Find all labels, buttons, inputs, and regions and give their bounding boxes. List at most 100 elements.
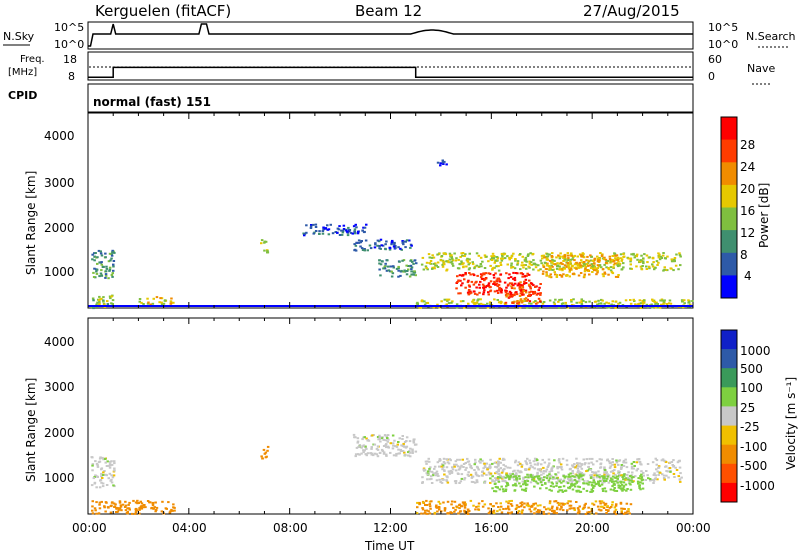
power-cell <box>612 263 616 266</box>
velocity-cell <box>550 481 554 484</box>
power-cell <box>499 261 502 264</box>
power-cell <box>643 253 646 256</box>
power-cell <box>441 263 444 266</box>
power-cell <box>630 253 633 256</box>
velocity-cell <box>430 470 434 473</box>
power-cell <box>559 252 562 255</box>
velocity-cell <box>142 504 145 507</box>
velocity-cell <box>591 471 594 473</box>
velocity-cell <box>395 445 399 448</box>
velocity-cell <box>375 447 379 450</box>
power-cell <box>518 285 522 288</box>
velocity-cell <box>616 479 619 482</box>
power-cell <box>569 267 573 270</box>
velocity-cell <box>625 466 629 469</box>
velocity-cell <box>100 475 103 478</box>
power-cell <box>659 299 662 302</box>
velocity-cell <box>626 510 629 513</box>
nsky-left-tick-bottom: 10^0 <box>54 38 84 51</box>
nave-label: Nave <box>747 62 775 75</box>
power-cell <box>593 257 596 260</box>
velocity-cell <box>123 506 127 508</box>
power-cell <box>603 302 606 305</box>
velocity-cell <box>496 510 499 513</box>
power-cell <box>656 264 659 266</box>
freq-right-tick-top: 60 <box>708 53 722 66</box>
velocity-cell <box>466 513 470 515</box>
power-cell <box>584 301 588 304</box>
velocity-cell <box>677 475 680 478</box>
power-cell <box>657 252 660 255</box>
velocity-cell <box>113 462 116 465</box>
velocity-cell <box>604 490 608 493</box>
velocity-cell <box>396 443 399 446</box>
velocity-cell <box>447 462 451 465</box>
velocity-cell <box>409 447 412 450</box>
power-cell <box>473 292 477 295</box>
power-cell <box>492 276 496 279</box>
power-cell <box>654 302 657 305</box>
velocity-cell <box>399 450 403 452</box>
velocity-cell <box>117 507 120 510</box>
velocity-cell <box>611 458 614 460</box>
velocity-cell <box>577 476 581 479</box>
velocity-cell <box>553 500 556 503</box>
velocity-cell <box>622 459 626 462</box>
power-y-tick: 2000 <box>44 221 75 235</box>
power-cell <box>378 247 381 250</box>
power-cell <box>482 303 485 306</box>
velocity-cell <box>568 475 572 478</box>
velocity-cell <box>539 487 542 490</box>
velocity-cell <box>469 466 472 469</box>
power-cell <box>401 240 404 242</box>
power-colorbar <box>720 116 738 299</box>
power-cell <box>486 306 490 309</box>
velocity-cell <box>483 481 487 484</box>
power-cell <box>629 302 633 305</box>
velocity-cell <box>551 482 554 485</box>
power-cell <box>440 300 443 303</box>
power-cell <box>345 230 349 233</box>
power-cell <box>602 275 605 278</box>
velocity-cell <box>512 475 515 478</box>
velocity-cell <box>593 481 596 484</box>
velocity-cell <box>403 451 406 454</box>
power-cell <box>656 303 659 305</box>
power-cell <box>309 227 313 229</box>
power-cell <box>506 255 509 258</box>
velocity-cell <box>155 509 158 511</box>
velocity-colorbar-swatch <box>721 368 737 388</box>
power-cell <box>378 262 381 265</box>
velocity-cell <box>405 440 408 442</box>
power-cell <box>598 257 601 260</box>
power-cell <box>528 262 532 265</box>
velocity-cell <box>477 475 481 478</box>
velocity-cell <box>538 468 542 471</box>
velocity-cell <box>578 505 581 508</box>
power-cell <box>108 269 111 272</box>
velocity-cell <box>456 472 460 475</box>
power-cell <box>556 262 559 265</box>
velocity-cell <box>587 462 590 465</box>
power-cell <box>554 263 557 266</box>
velocity-cell <box>559 508 562 511</box>
power-cell <box>431 266 434 269</box>
velocity-cell <box>509 512 512 515</box>
power-cell <box>312 223 315 226</box>
velocity-cell <box>107 477 110 480</box>
velocity-cell <box>601 490 605 492</box>
power-cell <box>108 252 112 255</box>
power-cell <box>513 300 516 303</box>
velocity-cell <box>611 501 614 504</box>
velocity-cell <box>620 464 624 466</box>
velocity-cell <box>637 482 640 485</box>
velocity-cell <box>625 512 628 514</box>
velocity-cell <box>384 434 387 437</box>
power-cell <box>651 257 655 260</box>
power-cell <box>314 223 318 226</box>
power-cell <box>90 306 93 309</box>
velocity-cell <box>639 463 642 466</box>
power-cell <box>534 263 538 266</box>
power-cell <box>436 266 440 268</box>
velocity-cell <box>450 500 454 503</box>
